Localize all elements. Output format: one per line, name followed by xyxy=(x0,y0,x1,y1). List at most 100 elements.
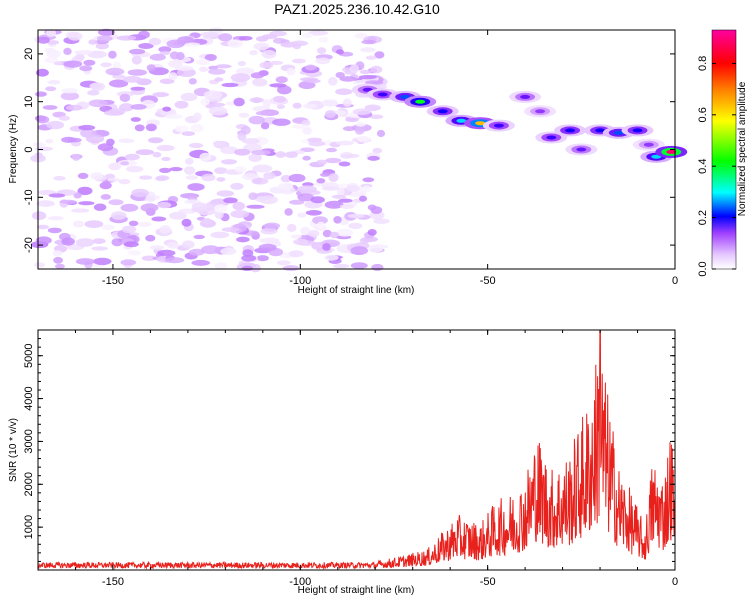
spectrogram-noise-blob xyxy=(214,77,224,82)
spectrogram-noise-blob xyxy=(248,153,262,162)
spectrogram-noise-blob xyxy=(250,72,265,79)
spectrogram-noise-blob xyxy=(305,210,323,216)
spectrogram-noise-blob xyxy=(180,208,193,214)
spectrogram-noise-blob xyxy=(204,54,217,61)
spectrogram-y-tick-label: 0 xyxy=(23,146,35,152)
spectrogram-signal-core xyxy=(632,128,643,133)
spectrogram-noise-blob xyxy=(131,188,149,198)
spectrogram-noise-blob xyxy=(107,177,120,182)
spectrogram-noise-blob xyxy=(200,31,220,37)
spectrogram-noise-blob xyxy=(370,65,383,74)
spectrogram-noise-blob xyxy=(78,124,96,131)
spectrogram-noise-blob xyxy=(234,148,251,156)
spectrogram-noise-blob xyxy=(47,80,61,85)
spectrogram-noise-blob xyxy=(165,114,183,119)
spectrogram-noise-blob xyxy=(302,155,311,161)
spectrogram-noise-blob xyxy=(146,64,156,72)
spectrogram-noise-blob xyxy=(350,262,368,269)
spectrogram-noise-blob xyxy=(310,196,325,204)
spectrogram-noise-blob xyxy=(129,48,146,55)
spectrogram-y-tick-label: -10 xyxy=(23,189,35,205)
spectrogram-noise-blob xyxy=(372,147,383,154)
spectrogram-noise-blob xyxy=(349,64,360,73)
spectrogram-noise-blob xyxy=(367,244,384,253)
spectrogram-noise-blob xyxy=(358,75,377,80)
spectrogram-noise-blob xyxy=(221,82,239,88)
spectrogram-noise-blob xyxy=(236,236,250,243)
spectrogram-noise-blob xyxy=(336,49,344,55)
spectrogram-noise-blob xyxy=(223,197,238,204)
spectrogram-noise-blob xyxy=(101,224,115,231)
spectrogram-noise-blob xyxy=(134,124,145,132)
spectrogram-noise-blob xyxy=(140,203,159,213)
spectrogram-noise-blob xyxy=(100,62,112,68)
spectrogram-y-tick-label: 20 xyxy=(23,48,35,60)
spectrogram-noise-blob xyxy=(326,147,337,153)
spectrogram-noise-blob xyxy=(336,187,345,196)
spectrogram-noise-blob xyxy=(89,82,102,90)
spectrogram-noise-blob xyxy=(121,225,137,234)
spectrogram-noise-blob xyxy=(193,112,202,121)
spectrogram-noise-blob xyxy=(371,263,384,272)
spectrogram-noise-blob xyxy=(230,73,251,82)
spectrogram-y-tick-label: -20 xyxy=(23,237,35,253)
spectrogram-noise-blob xyxy=(124,153,140,161)
spectrogram-noise-blob xyxy=(93,203,107,211)
spectrogram-noise-blob xyxy=(276,104,285,109)
spectrogram-noise-blob xyxy=(93,257,112,266)
spectrogram-noise-blob xyxy=(360,47,376,53)
spectrogram-noise-blob xyxy=(342,98,352,107)
colorbar-tick-label: 0.6 xyxy=(697,107,709,122)
spectrogram-noise-blob xyxy=(291,234,302,239)
spectrogram-noise-blob xyxy=(109,79,129,88)
spectrogram-noise-blob xyxy=(45,86,57,92)
spectrogram-noise-blob xyxy=(151,216,167,222)
spectrogram-noise-blob xyxy=(284,208,293,216)
spectrogram-noise-blob xyxy=(213,140,224,147)
snr-x-tick-label: -50 xyxy=(480,576,496,588)
spectrogram-noise-blob xyxy=(273,95,287,103)
spectrogram-noise-blob xyxy=(284,151,298,158)
spectrogram-noise-blob xyxy=(214,204,228,213)
spectrogram-noise-blob xyxy=(149,53,166,61)
spectrogram-noise-blob xyxy=(131,55,142,65)
spectrogram-noise-blob xyxy=(292,58,306,64)
spectrogram-noise-blob xyxy=(44,57,59,64)
spectrogram-noise-blob xyxy=(322,186,340,191)
chart-title: PAZ1.2025.236.10.42.G10 xyxy=(274,1,440,17)
spectrogram-noise-blob xyxy=(119,103,134,112)
spectrogram-noise-blob xyxy=(321,100,339,107)
spectrogram-noise-blob xyxy=(152,92,169,98)
spectrogram-x-axis-label: Height of straight line (km) xyxy=(298,285,415,296)
spectrogram-noise-blob xyxy=(92,238,106,245)
spectrogram-noise-blob xyxy=(238,112,250,118)
spectrogram-noise-blob xyxy=(260,122,270,130)
spectrogram-signal-core xyxy=(437,109,448,114)
spectrogram-noise-blob xyxy=(328,173,339,182)
spectrogram-noise-blob xyxy=(230,210,250,219)
spectrogram-noise-blob xyxy=(85,134,105,144)
spectrogram-noise-blob xyxy=(234,166,247,173)
spectrogram-noise-blob xyxy=(355,121,367,127)
spectrogram-noise-blob xyxy=(53,176,66,181)
spectrogram-noise-blob xyxy=(297,212,307,218)
spectrogram-noise-blob xyxy=(127,69,147,76)
spectrogram-noise-blob xyxy=(63,60,83,68)
spectrogram-noise-blob xyxy=(315,57,331,65)
spectrogram-noise-blob xyxy=(125,165,144,173)
spectrogram-noise-blob xyxy=(227,39,243,48)
spectrogram-noise-blob xyxy=(120,259,137,266)
spectrogram-noise-blob xyxy=(347,213,365,219)
spectrogram-x-tick-label: -50 xyxy=(480,275,496,287)
spectrogram-noise-blob xyxy=(252,164,273,173)
spectrogram-noise-blob xyxy=(31,211,47,221)
spectrogram-noise-blob xyxy=(184,42,201,47)
spectrogram-noise-blob xyxy=(214,262,227,270)
spectrogram-noise-blob xyxy=(237,132,247,141)
spectrogram-noise-blob xyxy=(181,131,195,137)
spectrogram-signal-core xyxy=(493,123,504,128)
spectrogram-noise-blob xyxy=(331,194,347,199)
spectrogram-noise-blob xyxy=(258,243,277,251)
spectrogram-noise-blob xyxy=(264,222,281,230)
spectrogram-noise-blob xyxy=(46,120,65,130)
